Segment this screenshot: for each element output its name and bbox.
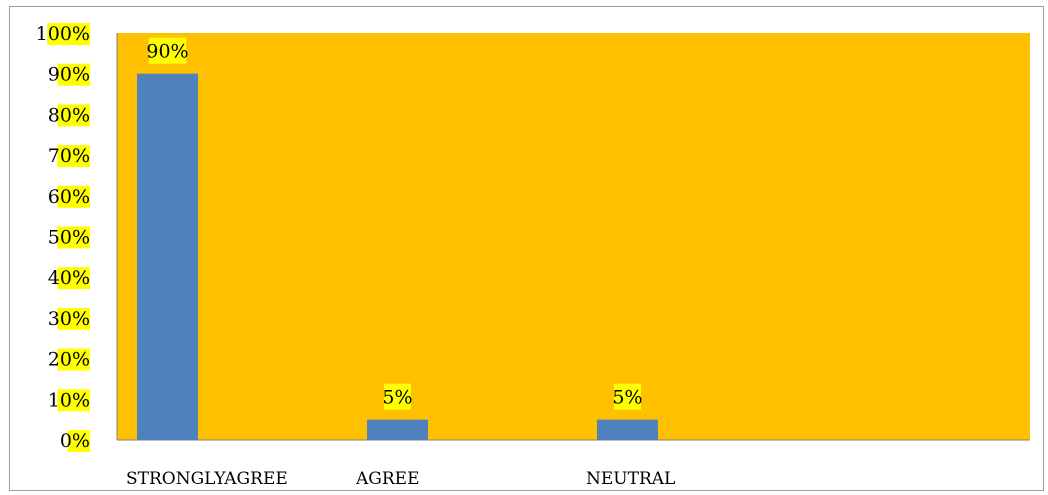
y-tick-20: 20%: [48, 348, 90, 371]
x-axis-category-labels: STRONGLYAGREE AGREE NEUTRAL: [126, 469, 675, 489]
y-tick-label: 10%: [48, 389, 90, 411]
y-tick-highlight: [67, 430, 90, 452]
y-tick-100: 100%: [36, 23, 90, 45]
plot-area: [117, 33, 1030, 440]
y-tick-highlight: [57, 63, 90, 86]
data-label-agree: 5%: [382, 383, 413, 410]
y-tick-70: 70%: [48, 145, 90, 168]
category-label-agree: AGREE: [355, 469, 419, 489]
data-label-stronglyagree: 90%: [146, 37, 189, 64]
data-label-text: 90%: [146, 41, 188, 63]
y-tick-highlight: [57, 389, 90, 412]
y-tick-80: 80%: [48, 104, 90, 127]
y-tick-10: 10%: [48, 389, 90, 412]
category-label-neutral: NEUTRAL: [586, 469, 675, 489]
y-tick-30: 30%: [48, 307, 90, 330]
y-tick-label: 100%: [36, 23, 90, 45]
bar-stronglyagree: [137, 73, 198, 440]
bar-neutral: [597, 419, 658, 440]
data-label-highlight: [614, 383, 641, 410]
y-tick-0: 0%: [60, 430, 90, 452]
y-tick-90: 90%: [48, 64, 90, 86]
y-tick-40: 40%: [48, 267, 90, 290]
data-label-neutral: 5%: [612, 383, 643, 410]
y-tick-label: 50%: [48, 227, 90, 249]
y-tick-highlight: [57, 104, 90, 127]
bars: [137, 73, 658, 440]
y-tick-label: 70%: [48, 145, 90, 167]
y-tick-highlight: [57, 267, 90, 290]
y-axis-tick-labels: 0% 10% 20% 30% 40% 50% 60% 70% 80% 90% 100%: [36, 23, 90, 452]
data-label-text: 5%: [382, 387, 412, 409]
y-tick-highlight: [57, 185, 90, 208]
y-tick-label: 90%: [48, 64, 90, 86]
y-tick-50: 50%: [48, 226, 90, 249]
category-label-stronglyagree: STRONGLYAGREE: [126, 469, 288, 489]
y-tick-highlight: [57, 348, 90, 371]
y-tick-label: 80%: [48, 104, 90, 126]
y-tick-highlight: [57, 145, 90, 168]
bar-agree: [367, 419, 428, 440]
axes: [116, 33, 1030, 441]
data-labels: 90% 5% 5%: [146, 37, 643, 410]
y-tick-label: 30%: [48, 308, 90, 330]
y-tick-highlight: [47, 23, 90, 45]
data-label-highlight: [148, 37, 187, 64]
y-tick-label: 40%: [48, 267, 90, 289]
y-tick-60: 60%: [48, 185, 90, 208]
y-tick-highlight: [57, 307, 90, 330]
plot-background: [117, 33, 1030, 440]
data-label-highlight: [384, 383, 411, 410]
y-tick-label: 0%: [60, 430, 90, 452]
y-tick-highlight: [57, 226, 90, 249]
y-tick-label: 60%: [48, 186, 90, 208]
data-label-text: 5%: [612, 387, 642, 409]
y-tick-label: 20%: [48, 349, 90, 371]
